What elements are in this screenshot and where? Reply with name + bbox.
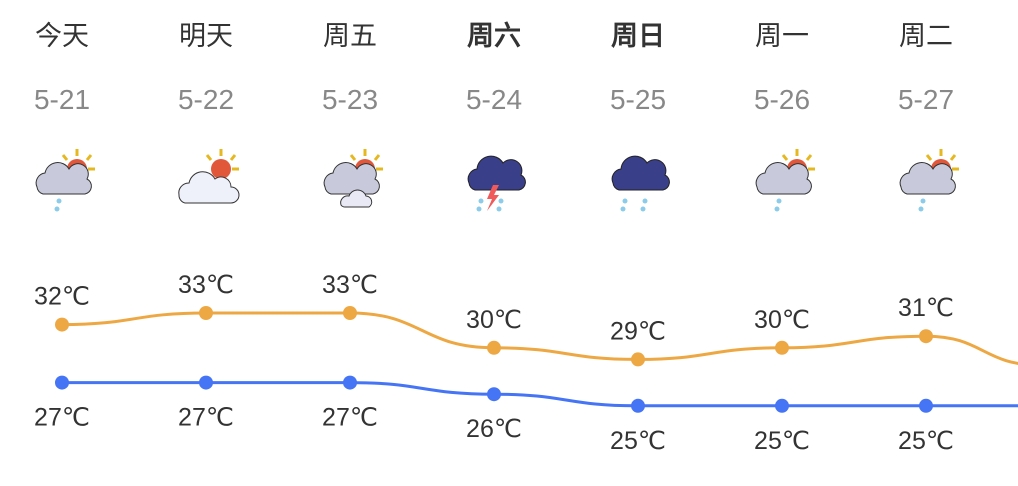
rain-cloudy-sun-icon bbox=[755, 149, 815, 212]
high-temp-label: 33℃ bbox=[322, 271, 378, 299]
high-temp-point bbox=[343, 306, 357, 320]
partly-cloudy-sun-icon bbox=[178, 149, 240, 204]
date-label: 5-27 bbox=[897, 84, 955, 115]
date-label: 5-26 bbox=[753, 84, 811, 115]
high-temp-point bbox=[919, 329, 933, 344]
day-label: 周一 bbox=[755, 21, 809, 51]
day-label: 明天 bbox=[179, 21, 233, 51]
high-temp-label: 33℃ bbox=[178, 271, 234, 299]
low-temp-point bbox=[55, 375, 69, 390]
day-label: 周日 bbox=[611, 21, 665, 51]
low-temp-label: 27℃ bbox=[178, 404, 234, 432]
rain-dark-cloud-icon bbox=[611, 155, 670, 212]
rain-cloudy-sun-icon bbox=[35, 149, 95, 212]
low-temp-label: 26℃ bbox=[466, 415, 522, 443]
day-label: 周五 bbox=[323, 21, 377, 51]
date-label: 5-23 bbox=[321, 84, 379, 115]
low-temp-label: 25℃ bbox=[754, 427, 810, 455]
high-temp-point bbox=[199, 306, 213, 320]
low-temp-point bbox=[775, 398, 789, 413]
low-temp-label: 27℃ bbox=[322, 404, 378, 432]
high-temp-point bbox=[775, 340, 789, 355]
high-temp-label: 30℃ bbox=[466, 306, 522, 334]
high-temp-label: 30℃ bbox=[754, 306, 810, 334]
low-temp-point bbox=[919, 398, 933, 413]
day-label: 今天 bbox=[35, 21, 89, 51]
date-label: 5-21 bbox=[33, 84, 91, 115]
low-temp-label: 27℃ bbox=[34, 404, 90, 432]
date-label: 5-25 bbox=[609, 84, 667, 115]
cloudy-sun-icon bbox=[323, 149, 383, 208]
high-temp-point bbox=[487, 340, 501, 355]
high-temp-label: 31℃ bbox=[898, 294, 954, 322]
low-temp-point bbox=[343, 375, 357, 390]
low-temp-point bbox=[199, 375, 213, 390]
thunderstorm-icon bbox=[467, 155, 526, 212]
day-label: 周六 bbox=[467, 21, 521, 51]
high-temp-line bbox=[61, 311, 1018, 365]
high-temp-label: 29℃ bbox=[610, 317, 666, 345]
rain-cloudy-sun-icon bbox=[899, 149, 959, 212]
date-label: 5-22 bbox=[177, 84, 235, 115]
low-temp-line bbox=[62, 381, 1018, 408]
low-temp-label: 25℃ bbox=[610, 427, 666, 455]
low-temp-point bbox=[631, 398, 645, 413]
low-temp-label: 25℃ bbox=[898, 427, 954, 455]
day-label: 周二 bbox=[899, 21, 953, 51]
high-temp-point bbox=[55, 317, 69, 332]
date-label: 5-24 bbox=[465, 84, 523, 115]
low-temp-point bbox=[487, 387, 501, 402]
high-temp-point bbox=[631, 352, 645, 367]
high-temp-label: 32℃ bbox=[34, 283, 90, 311]
